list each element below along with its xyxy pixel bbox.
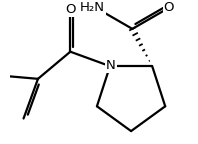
Text: N: N [106, 59, 116, 72]
Text: O: O [65, 3, 76, 16]
Text: H₂N: H₂N [80, 1, 105, 14]
Text: O: O [164, 1, 174, 14]
